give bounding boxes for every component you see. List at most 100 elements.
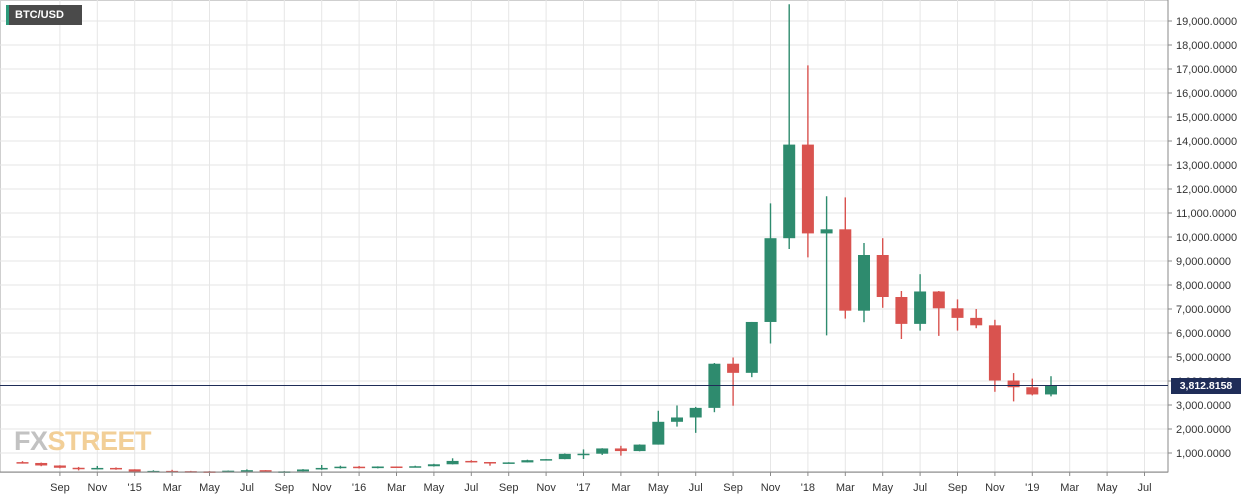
candle-body [1007, 380, 1020, 388]
logo-fx: FX [14, 426, 48, 456]
x-tick-label: Mar [387, 482, 406, 494]
candle-body [820, 229, 833, 234]
candle-body [222, 470, 235, 473]
x-tick-label: Sep [499, 482, 519, 494]
y-tick-label: 2,000.0000 [1176, 424, 1231, 436]
x-tick-label: May [1097, 482, 1118, 494]
candle-body [914, 291, 927, 324]
symbol-tag[interactable]: BTC/USD [6, 5, 82, 25]
x-tick-label: Nov [985, 482, 1005, 494]
candle-body [764, 238, 777, 322]
candle-body [951, 308, 964, 318]
candle-body [16, 462, 29, 464]
candle-body [334, 466, 347, 469]
y-tick-label: 19,000.0000 [1176, 16, 1237, 28]
x-tick-label: Mar [611, 482, 630, 494]
x-tick-label: Jul [464, 482, 478, 494]
candle-body [484, 462, 496, 464]
candle-body [110, 467, 122, 470]
logo-street: STREET [47, 426, 152, 456]
candle-body [671, 417, 683, 422]
x-tick-label: '16 [352, 482, 366, 494]
x-tick-label: Mar [163, 482, 182, 494]
current-price-badge: 3,812.8158 [1171, 378, 1241, 394]
x-tick-label: Nov [312, 482, 332, 494]
candle-body [521, 460, 534, 463]
candle-body [409, 466, 422, 468]
candle-body [72, 467, 85, 470]
x-tick-label: '19 [1025, 482, 1039, 494]
candle-body [783, 144, 796, 239]
candle-body [315, 467, 328, 470]
candle-body [297, 469, 309, 472]
candle-body [652, 421, 665, 445]
candle-body [988, 325, 1001, 381]
candle-body [35, 462, 48, 466]
candle-body [614, 448, 627, 452]
candle-body [465, 460, 478, 463]
candle-body [390, 466, 403, 469]
candle-body [502, 462, 515, 464]
candle-body [240, 470, 253, 472]
candle-body [427, 464, 440, 467]
y-tick-label: 15,000.0000 [1176, 112, 1237, 124]
y-tick-label: 6,000.0000 [1176, 328, 1231, 340]
y-tick-label: 10,000.0000 [1176, 232, 1237, 244]
candle-body [932, 291, 945, 309]
fxstreet-logo: FXSTREET [14, 426, 152, 457]
x-tick-label: '15 [128, 482, 142, 494]
grid-lines [0, 0, 1169, 473]
candle-body [745, 321, 758, 373]
x-tick-label: Jul [240, 482, 254, 494]
x-tick-label: Mar [836, 482, 855, 494]
candle-body [259, 470, 272, 472]
x-tick-label: Nov [88, 482, 108, 494]
x-tick-label: '18 [801, 482, 815, 494]
x-tick-label: Sep [948, 482, 968, 494]
candle-body [128, 469, 141, 472]
x-tick-label: '17 [576, 482, 590, 494]
x-tick-label: May [872, 482, 893, 494]
x-tick-label: Nov [761, 482, 781, 494]
x-tick-label: Jul [913, 482, 927, 494]
x-tick-label: May [199, 482, 220, 494]
y-tick-label: 12,000.0000 [1176, 184, 1237, 196]
candle-body [446, 460, 459, 465]
x-tick-label: May [424, 482, 445, 494]
y-tick-label: 13,000.0000 [1176, 160, 1237, 172]
candle-body [1026, 387, 1039, 395]
y-tick-label: 9,000.0000 [1176, 256, 1231, 268]
candle-body [895, 297, 908, 324]
candle-body [596, 448, 609, 454]
y-tick-label: 16,000.0000 [1176, 88, 1237, 100]
candle-body [839, 229, 852, 311]
candle-body [858, 255, 870, 311]
candle-body [371, 466, 384, 469]
x-tick-label: Mar [1060, 482, 1079, 494]
y-tick-label: 5,000.0000 [1176, 352, 1231, 364]
candle-body [1045, 385, 1057, 395]
x-tick-label: Sep [50, 482, 70, 494]
x-tick-label: Jul [1137, 482, 1151, 494]
x-tick-label: Jul [689, 482, 703, 494]
y-tick-label: 7,000.0000 [1176, 304, 1231, 316]
y-tick-label: 8,000.0000 [1176, 280, 1231, 292]
candle-body [689, 407, 702, 418]
candle-body [53, 465, 66, 468]
y-tick-label: 11,000.0000 [1176, 208, 1236, 220]
candle-body [540, 459, 553, 461]
x-tick-label: Sep [275, 482, 295, 494]
candle-body [633, 444, 646, 452]
candle-body [91, 467, 104, 470]
y-tick-label: 18,000.0000 [1176, 40, 1237, 52]
y-tick-label: 3,000.0000 [1176, 400, 1231, 412]
candle-body [353, 466, 366, 469]
x-tick-label: Sep [723, 482, 743, 494]
candle-body [727, 363, 740, 373]
candles [16, 4, 1057, 474]
candle-body [876, 255, 889, 297]
y-tick-label: 1,000.0000 [1176, 448, 1231, 460]
y-tick-label: 14,000.0000 [1176, 136, 1237, 148]
candle-body [970, 317, 983, 326]
